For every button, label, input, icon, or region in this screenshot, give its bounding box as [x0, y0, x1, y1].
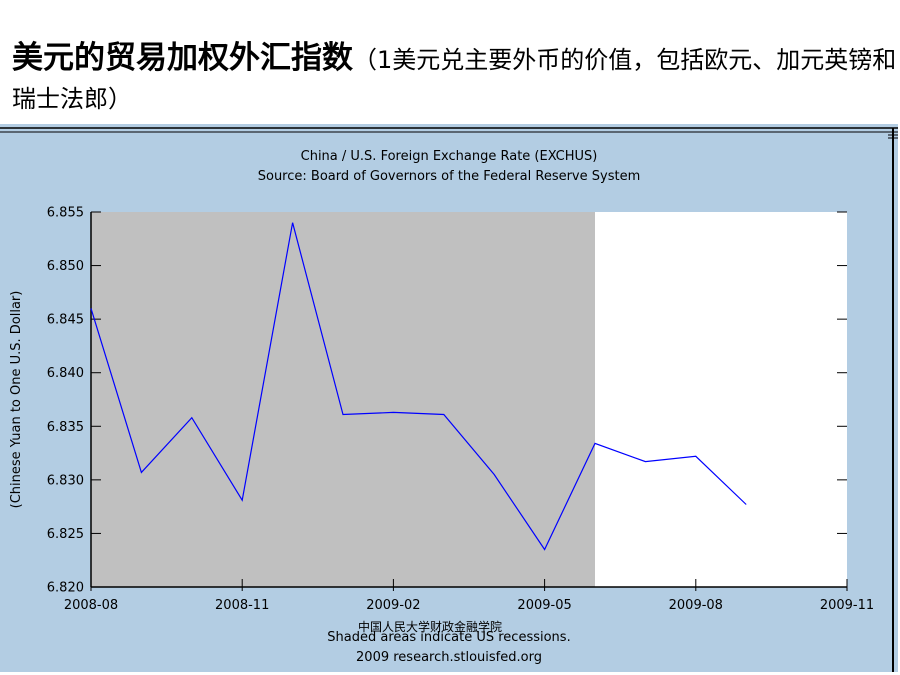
series-line — [90, 222, 747, 551]
chart-svg: China / U.S. Foreign Exchange Rate (EXCH… — [0, 124, 898, 672]
slide-title-subtitle: （1美元兑主要外币的价值，包括欧元、加元英镑和瑞士法郎） — [12, 46, 897, 113]
y-tick-label: 6.855 — [47, 206, 84, 221]
x-tick-label: 2009-02 — [366, 598, 420, 613]
x-axis-ticks: 2008-08 2008-11 2009-02 2009-05 2009-08 2009-… — [64, 579, 874, 613]
y-tick-label: 6.840 — [47, 366, 84, 381]
y-tick-label: 6.820 — [47, 581, 84, 596]
watermark: 中国人民大学财政金融学院 — [358, 620, 503, 634]
y-axis-ticks: 6.820 6.825 6.830 6.835 6.840 6.845 6.850 6.855 — [47, 206, 84, 596]
x-tick-label: 2008-11 — [215, 598, 269, 613]
x-tick-label: 2009-08 — [669, 598, 723, 613]
y-tick-label: 6.835 — [47, 420, 84, 435]
chart-frame: China / U.S. Foreign Exchange Rate (EXCH… — [0, 124, 898, 672]
axes — [90, 212, 847, 588]
x-tick-label: 2009-05 — [517, 598, 571, 613]
x-tick-label: 2008-08 — [64, 598, 118, 613]
y-tick-label: 6.850 — [47, 259, 84, 274]
series-group — [90, 222, 747, 551]
slide-title: 美元的贸易加权外汇指数（1美元兑主要外币的价值，包括欧元、加元英镑和瑞士法郎） — [12, 40, 898, 120]
chart-title: China / U.S. Foreign Exchange Rate (EXCH… — [301, 149, 598, 164]
y-axis-label: (Chinese Yuan to One U.S. Dollar) — [9, 291, 24, 509]
chart-top-right-mark — [888, 131, 898, 139]
y-tick-label: 6.830 — [47, 473, 84, 488]
x-tick-label: 2009-11 — [820, 598, 874, 613]
chart-subtitle: Source: Board of Governors of the Federa… — [258, 169, 641, 184]
y-tick-label: 6.825 — [47, 527, 84, 542]
y-tick-label: 6.845 — [47, 313, 84, 328]
footer-note: Shaded areas indicate US recessions. — [327, 630, 570, 645]
footer-source: 2009 research.stlouisfed.org — [356, 650, 542, 665]
slide-title-main: 美元的贸易加权外汇指数 — [12, 40, 353, 76]
recession-shading — [91, 212, 595, 587]
